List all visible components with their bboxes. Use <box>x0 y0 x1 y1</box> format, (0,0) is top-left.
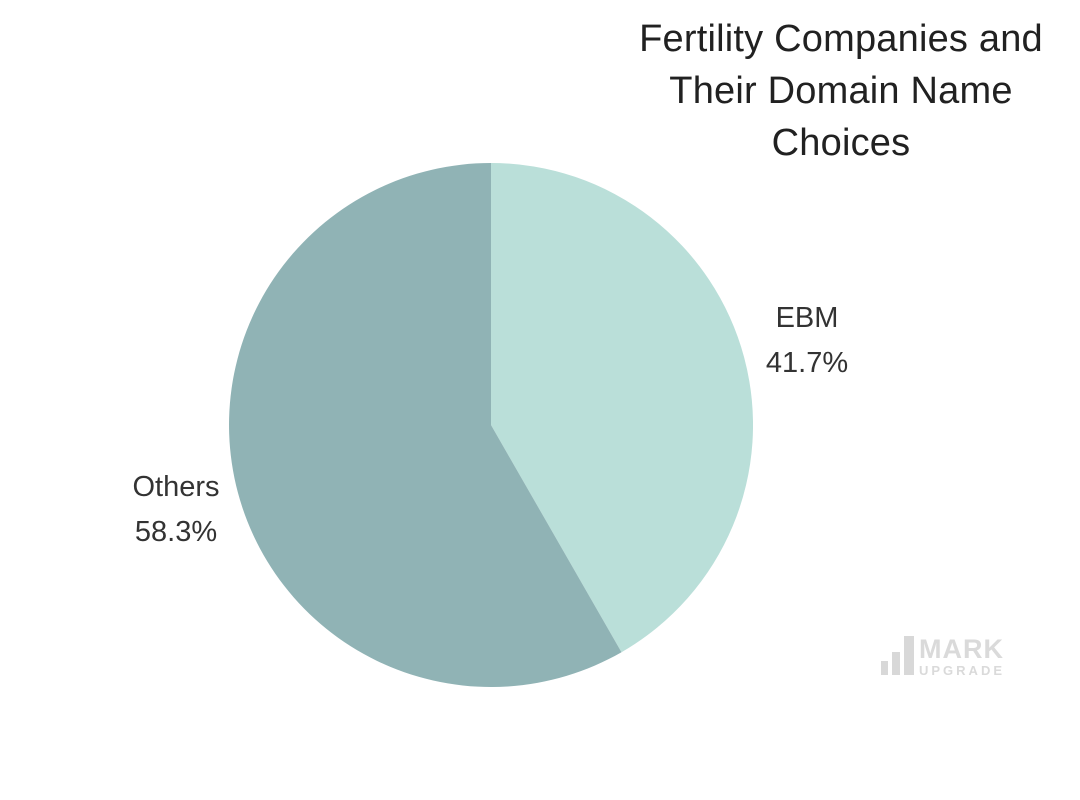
pie-slice-others <box>229 163 622 687</box>
brand-name-top: MARK <box>919 634 1004 664</box>
slice-label-ebm-percent: 41.7% <box>765 347 849 379</box>
slice-label-others-percent: 58.3% <box>134 516 218 548</box>
slice-label-ebm-name: EBM <box>775 302 839 334</box>
bar-chart-icon-bar <box>892 652 900 675</box>
brand-watermark: MARK UPGRADE <box>881 636 1005 678</box>
slice-label-others: Others 58.3% <box>66 465 286 555</box>
slice-label-ebm: EBM 41.7% <box>697 296 917 386</box>
pie-slice-ebm <box>491 163 753 653</box>
pie-chart <box>229 163 753 687</box>
brand-name-bottom: UPGRADE <box>919 663 1006 678</box>
bar-chart-icon-bar <box>904 636 914 675</box>
brand-text: MARK UPGRADE <box>919 634 1006 679</box>
bar-chart-icon-bar <box>881 661 888 675</box>
chart-title: Fertility Companies and Their Domain Nam… <box>639 18 1043 164</box>
slice-label-others-name: Others <box>132 471 220 503</box>
bar-chart-icon <box>881 636 914 678</box>
